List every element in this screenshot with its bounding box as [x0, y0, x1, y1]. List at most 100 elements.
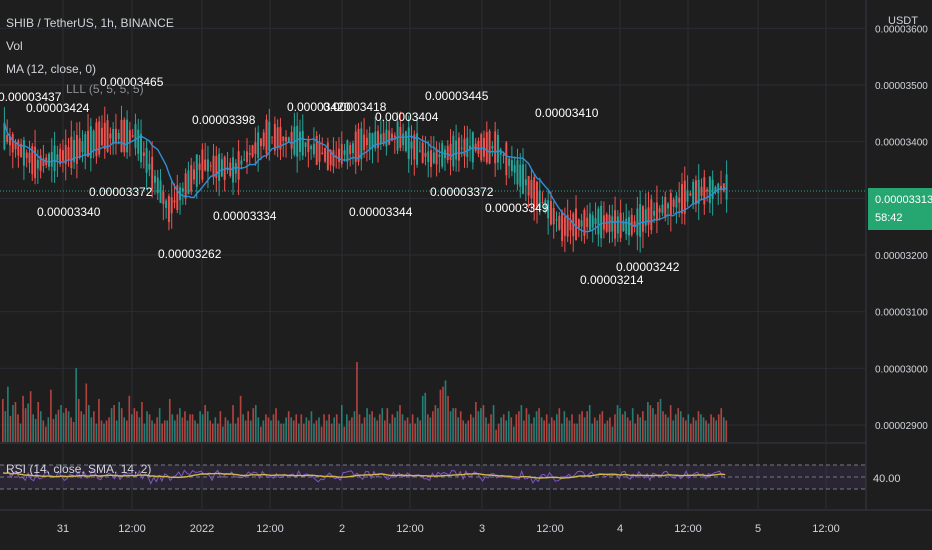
volume-bar: [505, 420, 508, 442]
volume-bar: [277, 420, 280, 442]
candle-body: [505, 142, 508, 176]
candle-body: [170, 197, 173, 214]
candle-body: [324, 148, 327, 162]
volume-bar: [292, 420, 295, 442]
candle-body: [204, 159, 207, 171]
candle-body: [25, 152, 28, 158]
candle-body: [357, 128, 360, 162]
price-annotation: 0.00003344: [349, 205, 413, 219]
volume-bar: [439, 389, 442, 442]
candle-body: [714, 186, 717, 191]
candle-body: [555, 219, 558, 221]
candle-body: [184, 173, 187, 199]
volume-bar: [55, 414, 57, 442]
overlap-indicator-label[interactable]: LLL (5, 5, 5, 5): [66, 82, 144, 96]
price-annotation: 0.00003437: [0, 90, 62, 104]
candle-body: [572, 213, 575, 237]
candle-body: [87, 130, 90, 157]
candle-body: [126, 119, 129, 153]
volume-bar: [573, 423, 576, 442]
candle-body: [416, 133, 419, 165]
candle-body: [494, 131, 497, 164]
volume-bar: [659, 398, 662, 442]
candle-body: [569, 220, 572, 231]
candle-body: [137, 129, 140, 154]
candle-body: [402, 133, 405, 146]
volume-bar: [396, 411, 399, 442]
candle-body: [354, 131, 357, 162]
volume-bar: [604, 423, 606, 442]
time-tick-label: 4: [617, 523, 623, 535]
moving-average-label[interactable]: MA (12, close, 0): [6, 62, 97, 76]
volume-bar: [168, 398, 171, 442]
candle-body: [586, 217, 589, 228]
volume-bar: [239, 395, 242, 442]
candle-body: [59, 148, 62, 165]
volume-bar: [568, 420, 571, 442]
candle-body: [435, 149, 438, 165]
volume-bar: [588, 405, 591, 442]
symbol-title[interactable]: SHIB / TetherUS, 1h, BINANCE: [6, 16, 174, 30]
candle-body: [672, 199, 675, 207]
candle-body: [368, 132, 371, 149]
volume-bar: [690, 423, 692, 442]
volume-bar: [115, 420, 118, 442]
volume-bar: [457, 417, 459, 442]
volume-bar: [442, 386, 444, 442]
candle-body: [407, 127, 410, 159]
volume-bar: [692, 417, 695, 442]
time-tick-label: 12:00: [674, 523, 702, 535]
volume-bar: [406, 417, 409, 442]
candle-body: [410, 141, 413, 149]
candle-body: [669, 193, 672, 217]
volume-bar: [583, 417, 586, 442]
volume-bar: [391, 414, 394, 442]
volume-bar: [98, 398, 100, 442]
volume-bar: [214, 417, 217, 442]
price-annotation: 0.00003418: [323, 100, 387, 114]
candle-body: [318, 141, 321, 162]
volume-bar: [315, 420, 318, 442]
volume-bar: [429, 417, 432, 442]
candle-body: [720, 185, 723, 190]
candle-body: [232, 157, 235, 183]
candle-body: [689, 193, 692, 196]
volume-bar: [211, 423, 214, 442]
candle-body: [608, 214, 611, 233]
candle-body: [483, 138, 485, 157]
volume-bar: [234, 423, 237, 442]
volume-bar: [389, 423, 391, 442]
volume-bar: [411, 414, 414, 442]
volume-bar: [485, 417, 487, 442]
volume-bar: [70, 417, 72, 442]
volume-bar: [697, 411, 700, 442]
volume-bar: [722, 417, 725, 442]
volume-bar: [267, 417, 270, 442]
volume-bar: [12, 405, 14, 442]
candle-body: [73, 139, 76, 162]
candle-body: [17, 140, 20, 156]
rsi-indicator-label[interactable]: RSI (14, close, SMA, 14, 2): [6, 462, 152, 476]
volume-bar: [176, 414, 179, 442]
volume-bar: [305, 417, 308, 442]
volume-bar: [419, 420, 422, 442]
candle-body: [243, 159, 246, 161]
candle-body: [151, 156, 154, 190]
volume-bar: [710, 414, 712, 442]
volume-bar: [566, 417, 568, 442]
volume-bar: [394, 417, 396, 442]
volume-bar: [538, 408, 540, 442]
volume-bar: [520, 405, 523, 442]
volume-bar: [123, 417, 126, 442]
price-annotation: 0.00003334: [213, 209, 277, 223]
volume-bar: [156, 417, 158, 442]
current-price-badge: 0.00003313 58:42: [868, 188, 932, 230]
volume-bar: [639, 417, 642, 442]
volume-indicator-label[interactable]: Vol: [6, 39, 23, 53]
volume-bar: [249, 420, 252, 442]
candle-body: [566, 214, 569, 237]
candle-body: [424, 152, 427, 157]
candle-body: [711, 179, 714, 199]
candle-body: [120, 119, 123, 153]
